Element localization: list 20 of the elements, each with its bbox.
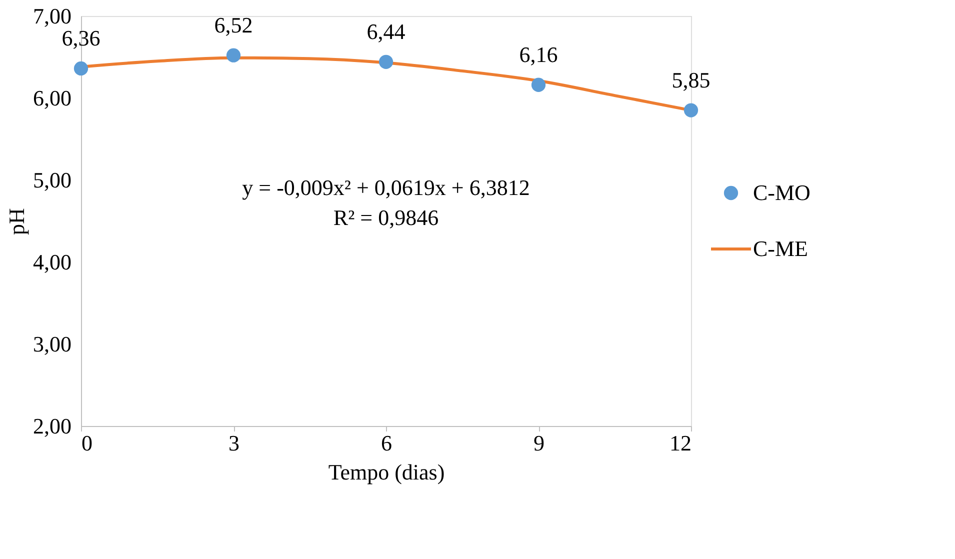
x-tick-label: 0 [82,430,92,456]
x-tick-label: 12 [670,430,692,456]
data-label: 6,52 [214,12,253,38]
data-label: 5,85 [672,67,710,92]
annotation: R² = 0,9846 [333,205,439,230]
x-axis-title: Tempo (dias) [328,460,445,484]
data-label: 6,44 [366,18,406,44]
y-tick-label: 4,00 [33,250,72,274]
x-tick-label: 3 [228,430,240,456]
legend-label: C-ME [753,236,808,261]
y-tick-label: 6,00 [33,86,72,110]
x-tick-label: 6 [381,430,392,456]
legend-label: C-MO [753,180,810,205]
x-tick-label: 9 [534,430,544,456]
y-tick-label: 3,00 [33,332,72,356]
annotation: y = -0,009x² + 0,0619x + 6,3812 [242,175,530,200]
data-label: 6,16 [519,42,558,67]
y-tick-label: 5,00 [33,168,72,192]
y-tick-label: 2,00 [33,414,72,438]
y-axis-title: pH [4,208,29,235]
